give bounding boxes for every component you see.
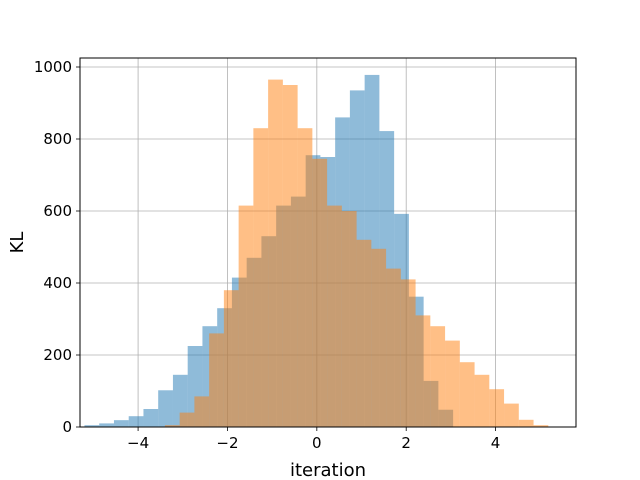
histogram-bar bbox=[282, 85, 298, 427]
histogram-bar bbox=[371, 248, 387, 427]
x-tick-label: 2 bbox=[401, 434, 411, 452]
y-tick-label: 0 bbox=[62, 418, 72, 436]
histogram-bar bbox=[504, 403, 519, 427]
histogram-bar bbox=[209, 333, 224, 427]
histogram-bar bbox=[158, 390, 173, 427]
histogram-bar bbox=[84, 425, 100, 427]
histogram-bar bbox=[143, 409, 159, 427]
histogram-bar bbox=[164, 425, 180, 427]
histogram-bar bbox=[386, 268, 401, 427]
histogram-bar bbox=[518, 419, 534, 427]
histogram-bar bbox=[459, 362, 475, 427]
histogram-bar bbox=[415, 315, 431, 427]
x-tick-label: 0 bbox=[312, 434, 322, 452]
histogram-bar bbox=[430, 326, 446, 427]
histogram-bar bbox=[445, 340, 460, 427]
histogram-bar bbox=[179, 412, 195, 427]
histogram-bar bbox=[474, 374, 490, 427]
histogram-bar bbox=[268, 79, 283, 427]
histogram-bar bbox=[238, 205, 254, 427]
y-tick-label: 200 bbox=[43, 346, 72, 364]
x-tick-label: 4 bbox=[491, 434, 501, 452]
histogram-bar bbox=[312, 158, 328, 428]
y-axis-ticks: 0 200 400 600 800 1000 bbox=[34, 58, 80, 436]
histogram-bar bbox=[253, 128, 269, 427]
histogram-bar bbox=[99, 423, 114, 427]
y-axis-label: KL bbox=[7, 232, 28, 254]
x-axis-label: iteration bbox=[290, 460, 366, 480]
x-tick-label: −2 bbox=[216, 434, 238, 452]
histogram-bar bbox=[113, 420, 129, 427]
histogram-bar bbox=[297, 128, 313, 427]
histogram-bar bbox=[489, 389, 505, 427]
y-tick-label: 600 bbox=[43, 202, 72, 220]
x-axis-ticks: −4 −2 0 2 4 bbox=[127, 427, 500, 452]
x-tick-label: −4 bbox=[127, 434, 149, 452]
series-orange-bars bbox=[164, 79, 549, 428]
y-tick-label: 1000 bbox=[34, 58, 72, 76]
histogram-bar bbox=[341, 211, 357, 427]
histogram-bar bbox=[327, 205, 342, 427]
histogram-bar bbox=[533, 425, 549, 427]
y-tick-label: 800 bbox=[43, 130, 72, 148]
y-tick-label: 400 bbox=[43, 274, 72, 292]
histogram-bar bbox=[400, 279, 416, 427]
histogram-bar bbox=[223, 290, 239, 427]
histogram-bar bbox=[194, 396, 210, 427]
histogram-bar bbox=[356, 239, 372, 427]
plot-frame bbox=[79, 57, 577, 428]
histogram-bar bbox=[128, 416, 144, 427]
